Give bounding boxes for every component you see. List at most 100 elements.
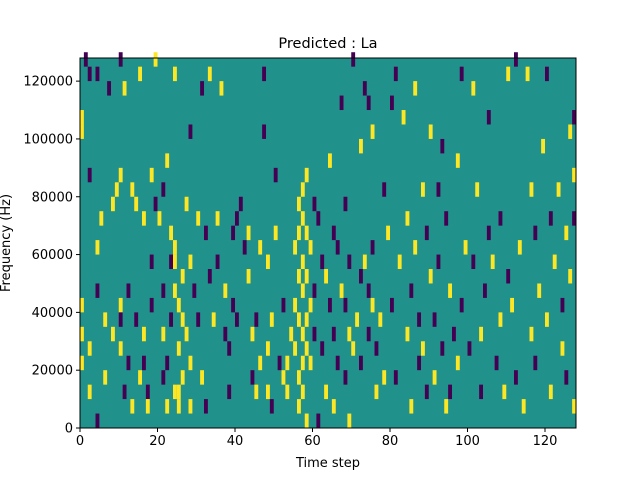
heatmap-cell-low <box>238 196 243 212</box>
heatmap-cell-high <box>541 138 546 154</box>
heatmap-cell-high <box>545 312 549 327</box>
heatmap-cell-low <box>343 297 348 313</box>
heatmap-cell-high <box>517 240 522 255</box>
heatmap-cell-high <box>176 399 181 414</box>
heatmap-cell-high <box>111 326 115 342</box>
heatmap-cell-high <box>211 312 216 327</box>
heatmap-cell-low <box>153 196 158 212</box>
heatmap-cell-high <box>184 326 189 342</box>
heatmap-cell-high <box>200 370 205 385</box>
heatmap-cell-low <box>362 81 367 96</box>
heatmap-cell-high <box>475 182 480 197</box>
heatmap-cell-high <box>145 399 150 414</box>
heatmap-cell-high <box>359 138 363 154</box>
heatmap-cell-high <box>266 341 270 356</box>
heatmap-cell-high <box>324 269 329 284</box>
y-tick-label: 0 <box>65 422 73 437</box>
heatmap-cell-low <box>235 211 239 226</box>
heatmap-cell-low <box>95 413 100 428</box>
heatmap-cell-high <box>463 240 468 255</box>
heatmap-cell-high <box>324 384 329 400</box>
heatmap-cell-high <box>510 297 515 313</box>
heatmap-cell-high <box>165 153 170 168</box>
heatmap-cell-high <box>397 254 402 270</box>
heatmap-cell-low <box>142 355 146 371</box>
y-tick-label: 80000 <box>32 190 73 205</box>
heatmap-cell-high <box>405 211 410 226</box>
heatmap-cell-low <box>320 341 325 356</box>
y-axis-label: Frequency (Hz) <box>0 194 14 292</box>
heatmap-cell-low <box>312 283 317 298</box>
heatmap-cell-high <box>297 225 301 241</box>
heatmap-cell-high <box>529 182 534 197</box>
heatmap-cell-low <box>231 297 236 313</box>
heatmap-cell-high <box>347 326 352 342</box>
heatmap-cell-high <box>378 312 383 327</box>
heatmap-cell-high <box>142 326 146 342</box>
heatmap-cell-high <box>304 312 309 327</box>
heatmap-cell-low <box>161 182 166 197</box>
heatmap-cell-high <box>552 254 557 270</box>
heatmap-cell-high <box>114 182 119 197</box>
heatmap-cell-high <box>180 370 185 385</box>
heatmap-cell-high <box>215 211 220 226</box>
heatmap-cell-low <box>417 355 422 371</box>
heatmap-cell-high <box>428 269 433 284</box>
heatmap-cell-high <box>300 254 305 270</box>
x-tick-label: 60 <box>304 434 321 449</box>
heatmap-cell-high <box>304 167 309 183</box>
heatmap-cell-high <box>188 254 193 270</box>
heatmap-cell-low <box>231 225 236 241</box>
heatmap-cell-high <box>80 124 84 139</box>
heatmap-cell-high <box>568 124 573 139</box>
heatmap-cell-high <box>246 269 251 284</box>
heatmap-cell-high <box>285 355 290 371</box>
heatmap-cell-low <box>188 124 193 139</box>
heatmap-cell-low <box>204 225 208 241</box>
x-tick-label: 40 <box>227 434 244 449</box>
heatmap-cell-low <box>316 211 321 226</box>
heatmap-cell-low <box>533 225 538 241</box>
heatmap-cell-high <box>165 399 170 414</box>
heatmap-cell-high <box>118 341 123 356</box>
heatmap-cell-high <box>173 66 177 82</box>
heatmap-cell-high <box>386 225 391 241</box>
heatmap-cell-high <box>95 240 100 255</box>
heatmap-cell-low <box>134 312 139 327</box>
heatmap-cell-high <box>300 326 305 342</box>
heatmap-cell-high <box>304 341 309 356</box>
heatmap-cell-high <box>525 66 530 82</box>
heatmap-cell-low <box>382 182 387 197</box>
heatmap-cell-high <box>455 153 460 168</box>
heatmap-cell-low <box>366 283 371 298</box>
heatmap-cell-low <box>331 225 336 241</box>
heatmap-cell-high <box>149 167 154 183</box>
heatmap-cell-high <box>548 384 553 400</box>
heatmap-cell-low <box>204 399 208 414</box>
y-tick-label: 60000 <box>32 248 73 263</box>
heatmap-cell-high <box>111 196 115 212</box>
heatmap-cell-low <box>545 66 549 82</box>
heatmap-cell-high <box>118 167 123 183</box>
heatmap-cell-low <box>459 297 464 313</box>
heatmap-cell-low <box>328 297 332 313</box>
heatmap-cell-high <box>300 211 305 226</box>
heatmap-cell-low <box>227 341 232 356</box>
heatmap-cell-high <box>266 384 270 400</box>
heatmap-cell-high <box>223 283 228 298</box>
heatmap-cell-high <box>196 211 201 226</box>
heatmap-cell-low <box>483 283 487 298</box>
heatmap-cell-low <box>448 384 453 400</box>
heatmap-cell-low <box>95 283 100 298</box>
heatmap-cell-low <box>359 269 363 284</box>
heatmap-cell-low <box>359 355 363 371</box>
heatmap-cell-low <box>494 355 499 371</box>
heatmap-cell-high <box>370 297 375 313</box>
heatmap-cell-high <box>304 269 309 284</box>
heatmap-cell-high <box>471 81 476 96</box>
y-tick-label: 20000 <box>32 364 73 379</box>
heatmap-cell-low <box>390 297 394 313</box>
heatmap-cell-high <box>285 384 290 400</box>
heatmap-cell-high <box>173 240 177 255</box>
heatmap-background <box>80 58 576 428</box>
